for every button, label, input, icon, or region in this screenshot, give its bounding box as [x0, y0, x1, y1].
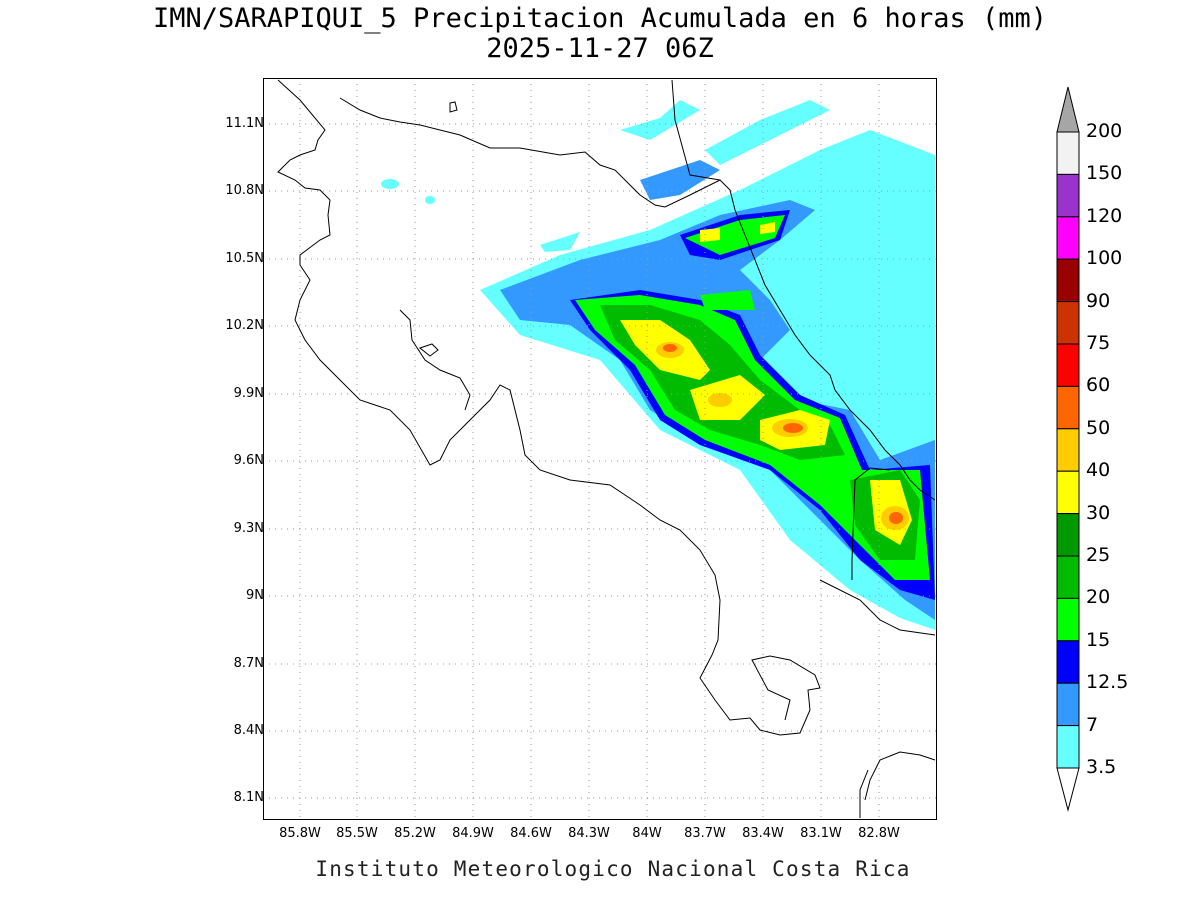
map-border: [263, 78, 937, 820]
lon-tick: 84.9W: [452, 826, 494, 841]
colorbar-bin: [1056, 640, 1080, 684]
colorbar-label: 60: [1086, 374, 1111, 397]
colorbar-label: 75: [1086, 332, 1111, 354]
colorbar-bin: [1056, 470, 1080, 515]
colorbar-bin: [1056, 173, 1080, 218]
colorbar-bin: [1056, 131, 1080, 175]
colorbar-label: 3.5: [1086, 756, 1117, 778]
colorbar-label: 50: [1086, 416, 1111, 439]
coastline: [277, 79, 936, 818]
colorbar-label: 120: [1086, 204, 1123, 227]
colorbar-bin: [1056, 513, 1080, 557]
colorbar-bin: [1056, 343, 1080, 387]
colorbar-bin: [1056, 428, 1080, 472]
lon-tick: 84.3W: [568, 826, 610, 841]
colorbar-bin: [1056, 725, 1080, 769]
footer-credit: Instituto Meteorologico Nacional Costa R…: [315, 857, 911, 881]
colorbar-bin: [1056, 301, 1080, 345]
colorbar-label: 15: [1086, 628, 1111, 651]
colorbar-min-arrow: [1056, 767, 1080, 812]
lat-tick: 9N: [246, 588, 264, 603]
colorbar-label: 200: [1086, 120, 1123, 142]
colorbar-bin: [1056, 216, 1080, 260]
lat-tick: 9.9N: [233, 386, 264, 401]
colorbar-label: 150: [1086, 162, 1123, 185]
lat-tick: 8.1N: [233, 790, 264, 805]
colorbar-max-arrow: [1056, 86, 1080, 133]
lon-tick: 83.1W: [800, 826, 842, 841]
lat-tick: 8.7N: [233, 656, 264, 671]
colorbar-label: 12.5: [1086, 671, 1129, 694]
map-subtitle-datetime: 2025-11-27 06Z: [486, 33, 714, 64]
colorbar-label: 30: [1086, 501, 1111, 524]
lat-tick: 10.2N: [225, 318, 264, 333]
colorbar-bin: [1056, 682, 1080, 727]
colorbar-label: 40: [1086, 459, 1111, 482]
lat-tick: 10.8N: [225, 183, 264, 198]
colorbar-label: 20: [1086, 586, 1111, 609]
colorbar-label: 100: [1086, 247, 1123, 270]
lat-tick: 9.3N: [233, 521, 264, 536]
lon-tick: 83.4W: [742, 826, 784, 841]
colorbar-bin: [1056, 385, 1080, 430]
map-title: IMN/SARAPIQUI_5 Precipitacion Acumulada …: [152, 3, 1048, 34]
lat-tick: 10.5N: [225, 251, 264, 266]
lon-tick: 83.7W: [684, 826, 726, 841]
lon-tick: 85.8W: [279, 826, 321, 841]
colorbar-bin: [1056, 597, 1080, 642]
colorbar-legend: [1056, 86, 1080, 812]
precipitation-map: [263, 78, 937, 820]
lat-tick: 11.1N: [225, 116, 264, 131]
lon-tick: 82.8W: [858, 826, 900, 841]
lon-tick: 85.2W: [394, 826, 436, 841]
colorbar-label: 90: [1086, 289, 1111, 312]
colorbar-bin: [1056, 258, 1080, 303]
lat-tick: 8.4N: [233, 723, 264, 738]
lon-tick: 84.6W: [510, 826, 552, 841]
colorbar-bin: [1056, 555, 1080, 599]
graticule: [263, 78, 937, 820]
colorbar-label: 7: [1086, 713, 1099, 736]
lat-tick: 9.6N: [233, 453, 264, 468]
colorbar-label: 25: [1086, 544, 1111, 566]
lon-tick: 84W: [632, 826, 662, 841]
lon-tick: 85.5W: [336, 826, 378, 841]
